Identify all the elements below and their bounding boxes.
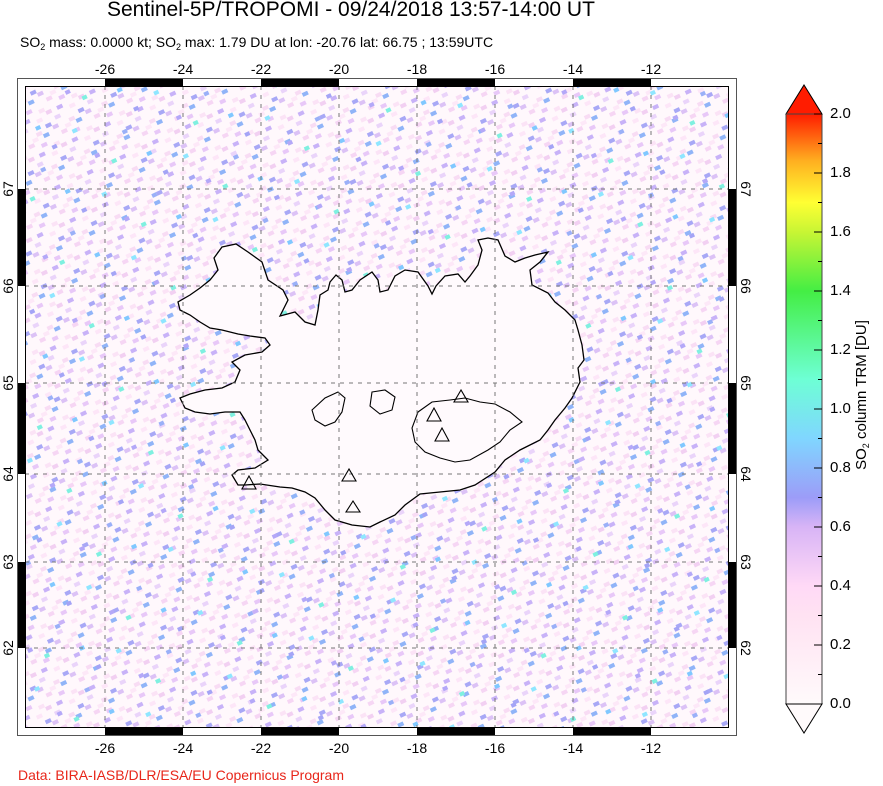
colorbar-tick-label: 0.4 [830, 577, 851, 594]
lon-tick: -14 [562, 61, 584, 77]
lon-tick: -20 [328, 61, 350, 77]
lon-tick: -14 [562, 740, 584, 756]
lat-tick: 66 [738, 278, 754, 294]
lon-tick: -18 [406, 740, 428, 756]
frame-band-right [729, 189, 736, 648]
lat-tick: 65 [738, 375, 754, 391]
lon-tick: -16 [484, 61, 506, 77]
lat-tick: 67 [0, 181, 16, 197]
triangle-icon [426, 406, 442, 422]
glacier-outline [369, 389, 396, 415]
colorbar-tick-label: 1.4 [830, 282, 851, 299]
triangle-icon [453, 388, 469, 403]
colorbar-tick-label: 0.2 [830, 636, 851, 653]
lat-tick: 63 [0, 554, 16, 570]
lon-tick: -20 [328, 740, 350, 756]
colorbar-ticks [814, 113, 822, 675]
colorbar-tick-label: 2.0 [830, 105, 851, 122]
triangle-icon [241, 474, 257, 490]
triangle-icon [344, 499, 362, 513]
colorbar-under-arrow [785, 703, 823, 734]
lon-tick: -22 [250, 740, 272, 756]
lon-tick: -26 [94, 61, 116, 77]
lon-tick: -24 [172, 740, 194, 756]
data-credit: Data: BIRA-IASB/DLR/ESA/EU Copernicus Pr… [18, 767, 345, 783]
lat-tick: 66 [0, 278, 16, 294]
lon-tick: -12 [640, 740, 662, 756]
lon-tick: -12 [640, 61, 662, 77]
colorbar-tick-label: 1.0 [830, 400, 851, 417]
lon-tick: -24 [172, 61, 194, 77]
colorbar-tick-label: 0.6 [830, 518, 851, 535]
lat-tick: 64 [0, 466, 16, 482]
triangle-icon [434, 426, 450, 442]
frame-band-left [18, 189, 25, 648]
lat-tick: 62 [0, 640, 16, 656]
map-subtitle: SO2 mass: 0.0000 kt; SO2 max: 1.79 DU at… [20, 34, 494, 52]
lon-tick: -18 [406, 61, 428, 77]
colorbar-title: SO2 column TRM [DU] [853, 320, 871, 470]
colorbar-over-arrow [785, 84, 823, 115]
lat-tick: 63 [738, 554, 754, 570]
colorbar-tick-label: 0.0 [830, 695, 851, 712]
glacier-outline [411, 397, 523, 463]
glacier-outline [311, 391, 346, 427]
lon-tick: -22 [250, 61, 272, 77]
iceland-coastline [177, 237, 585, 528]
triangle-icon [341, 467, 357, 482]
graticule [25, 86, 728, 727]
lon-tick: -26 [94, 740, 116, 756]
volcano-markers [241, 388, 469, 513]
map-frame-inner [25, 86, 729, 728]
lat-tick: 67 [738, 181, 754, 197]
lon-tick: -16 [484, 740, 506, 756]
lat-tick: 62 [738, 640, 754, 656]
colorbar-tick-label: 1.6 [830, 223, 851, 240]
lat-tick: 64 [738, 466, 754, 482]
frame-band-top [105, 79, 651, 86]
frame-band-bottom [105, 727, 651, 735]
colorbar-tick-label: 0.8 [830, 459, 851, 476]
colorbar-tick-label: 1.2 [830, 341, 851, 358]
colorbar-tick-label: 1.8 [830, 164, 851, 181]
lat-tick: 65 [0, 375, 16, 391]
